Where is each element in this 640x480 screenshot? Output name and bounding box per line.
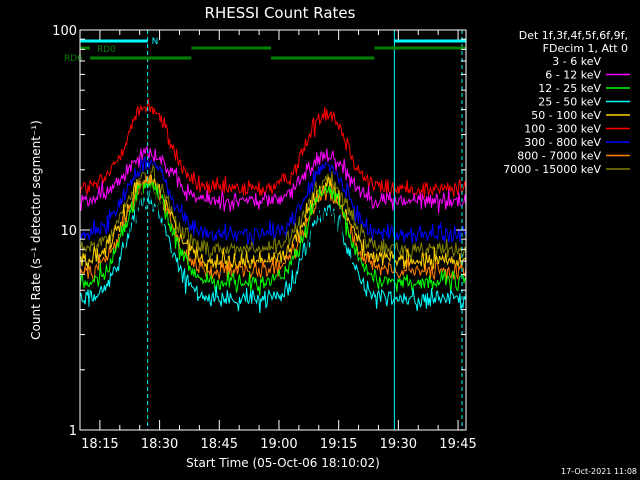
series-line-0 [79,183,467,352]
x-tick-label-5: 19:30 [380,437,417,452]
legend-label-0: 3 - 6 keV [552,55,601,68]
series-line-3 [79,189,467,314]
legend-label-7: 800 - 7000 keV [517,150,601,163]
y-tick-label-0: 1 [69,424,77,439]
legend-label-2: 12 - 25 keV [538,82,601,95]
x-axis-label: Start Time (05-Oct-06 18:10:02) [186,456,380,470]
series-line-8 [79,163,467,262]
series-line-7 [79,175,467,283]
axis-ticks: 1 10 100 18:15 18:30 18:45 19:00 19:15 19:30 19:4… [52,24,477,452]
flag-label-1: RD0 [97,45,116,55]
flag-label-2: RD6 [64,54,83,64]
legend-label-5: 100 - 300 keV [524,123,601,136]
legend-label-6: 300 - 800 keV [524,136,601,149]
legend-label-8: 7000 - 15000 keV [503,163,601,176]
y-tick-label-1: 10 [60,224,77,239]
y-axis-label: Count Rate (s⁻¹ detector segment⁻¹) [29,120,43,340]
plot-content: N RD0 RD6 [64,30,467,430]
legend-label-1: 6 - 12 keV [545,69,601,82]
chart-title: RHESSI Count Rates [205,4,356,22]
legend: Det 1f,3f,4f,5f,6f,9f,FDecim 1, Att 03 -… [503,29,630,176]
series-line-6 [79,155,467,247]
series-line-5 [79,98,467,198]
legend-label-4: 50 - 100 keV [531,109,601,122]
x-tick-label-2: 18:45 [201,437,238,452]
x-tick-label-6: 19:45 [439,437,476,452]
x-tick-label-4: 19:15 [320,437,357,452]
footer-timestamp: 17-Oct-2021 11:08 [561,467,637,476]
legend-label-3: 25 - 50 keV [538,96,601,109]
series-line-1 [79,145,467,214]
series-line-2 [79,181,467,296]
flag-label-0: N [152,37,159,47]
x-tick-label-1: 18:30 [141,437,178,452]
x-tick-label-0: 18:15 [81,437,118,452]
legend-header-1: FDecim 1, Att 0 [543,42,628,55]
x-tick-label-3: 19:00 [260,437,297,452]
y-tick-label-2: 100 [52,24,77,39]
legend-header-0: Det 1f,3f,4f,5f,6f,9f, [519,29,628,42]
